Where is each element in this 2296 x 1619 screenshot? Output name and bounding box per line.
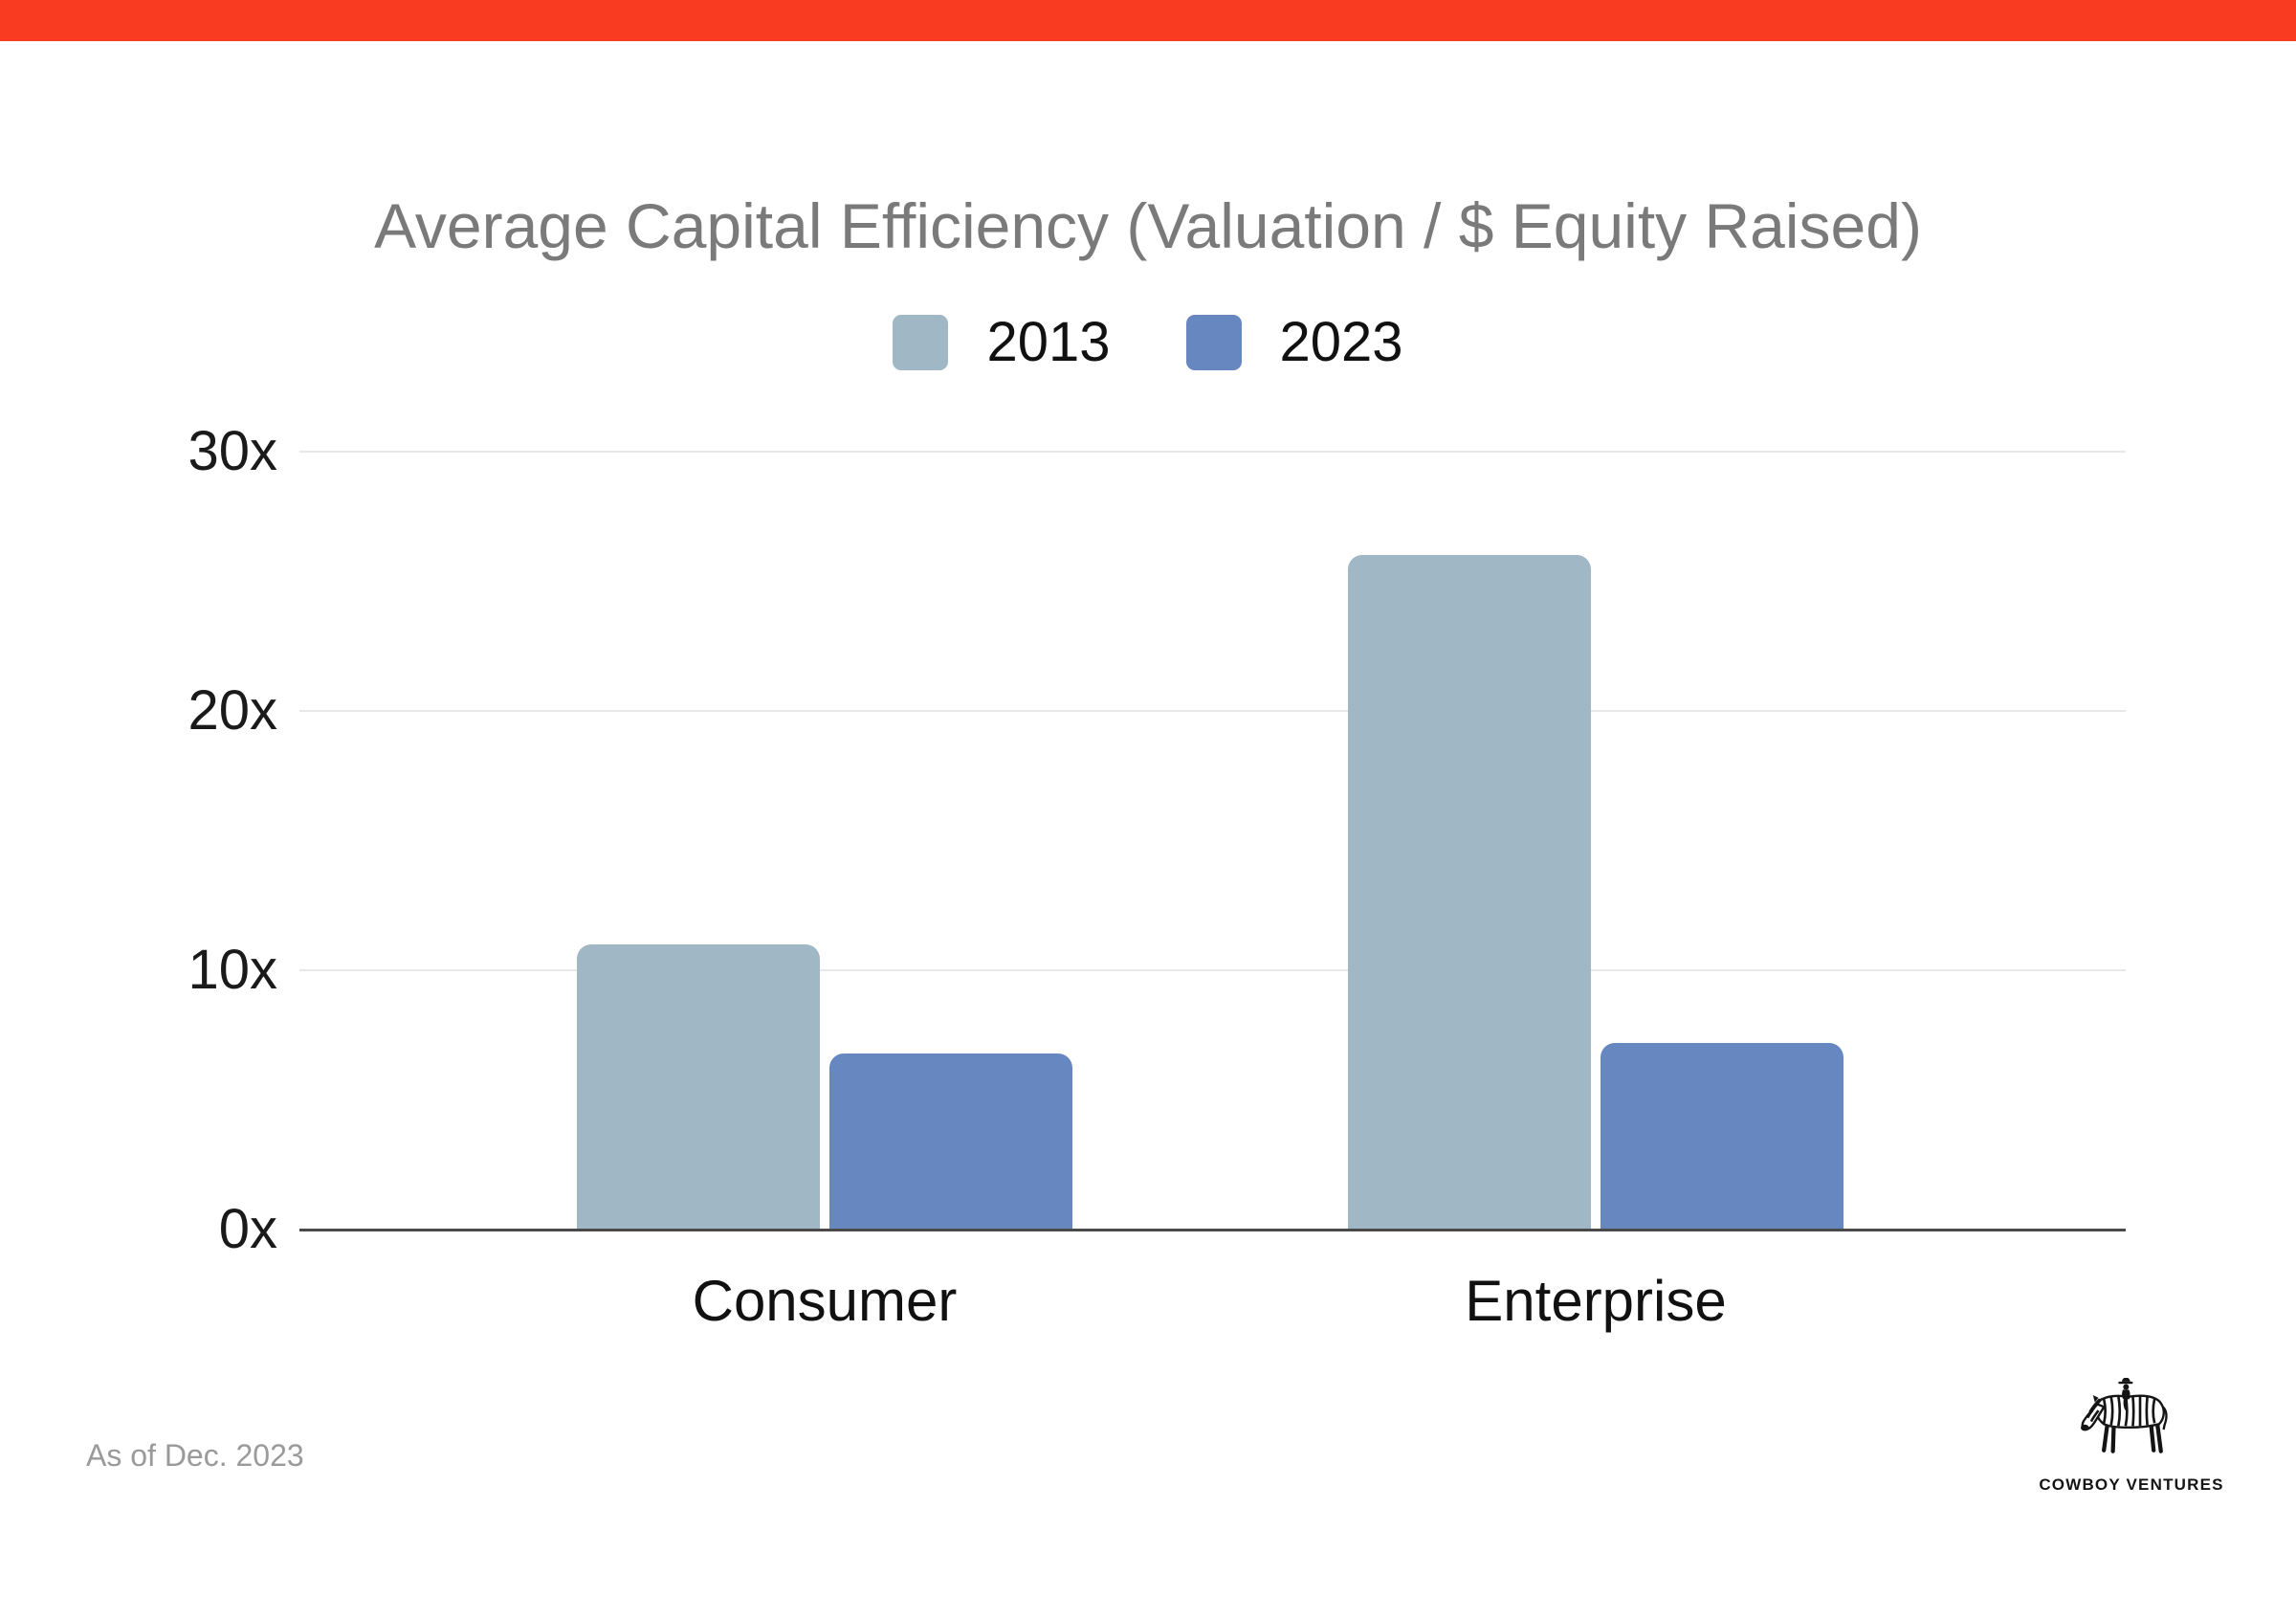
legend-swatch-2023 <box>1185 315 1242 370</box>
bar-2013-enterprise[interactable] <box>1348 555 1591 1230</box>
bar-2023-enterprise[interactable] <box>1601 1042 1843 1230</box>
legend-label-2023: 2023 <box>1279 311 1403 373</box>
y-tick-label-30x: 30x <box>188 420 277 482</box>
gridline-30x <box>299 451 2126 453</box>
bar-2013-consumer[interactable] <box>577 943 820 1230</box>
footnote: As of Dec. 2023 <box>86 1438 304 1473</box>
zebra-cowboy-icon <box>2080 1378 2168 1453</box>
top-banner <box>0 0 2296 41</box>
y-tick-label-10x: 10x <box>188 939 277 1001</box>
chart-title: Average Capital Efficiency (Valuation / … <box>374 190 1922 261</box>
gridline-20x <box>299 710 2126 712</box>
bar-2023-consumer[interactable] <box>829 1053 1072 1230</box>
category-label-consumer: Consumer <box>692 1269 958 1333</box>
legend: 2013 2023 <box>0 315 2296 370</box>
legend-item-2013[interactable]: 2013 <box>893 311 1111 373</box>
legend-swatch-2013 <box>893 315 949 370</box>
gridline-10x <box>299 969 2126 971</box>
y-tick-label-0x: 0x <box>218 1198 277 1260</box>
category-label-enterprise: Enterprise <box>1465 1269 1727 1333</box>
x-axis-line <box>299 1229 2126 1231</box>
cowboy-ventures-logo: COWBOY VENTURES <box>2039 1378 2222 1495</box>
logo-text: COWBOY VENTURES <box>2039 1475 2224 1494</box>
y-tick-label-20x: 20x <box>188 679 277 742</box>
legend-item-2023[interactable]: 2023 <box>1185 311 1403 373</box>
legend-label-2013: 2013 <box>986 311 1111 373</box>
